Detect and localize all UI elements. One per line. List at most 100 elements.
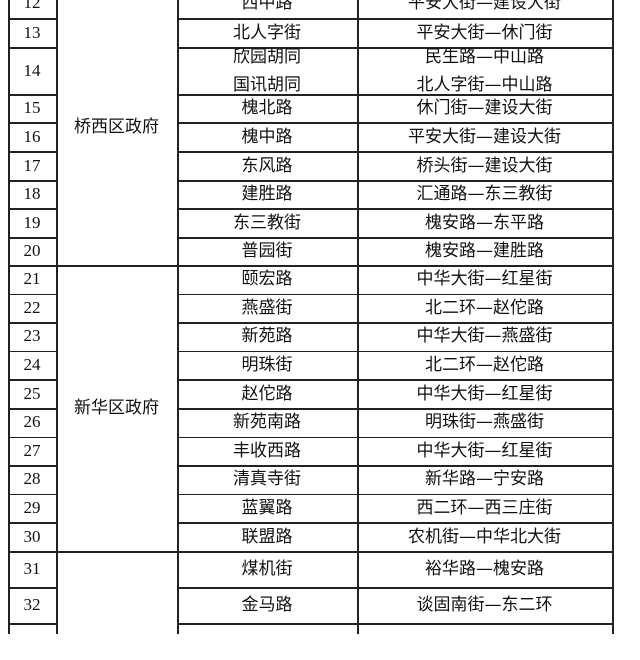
row-divider [177, 551, 612, 553]
row-divider [8, 293, 56, 296]
road-range: 新华路—宁安路 [357, 465, 612, 494]
road-name-line: 槐北路 [241, 98, 293, 118]
road-range: 中华大街—燕盛街 [357, 322, 612, 351]
row-divider [8, 436, 56, 439]
road-range-line: 槐安路—东平路 [425, 212, 544, 233]
road-name: 东风路 [177, 151, 357, 180]
row-divider [177, 379, 612, 381]
road-name-line: 明珠街 [241, 355, 293, 376]
road-range: 槐安路—东平路 [357, 208, 612, 237]
road-range-line: 汇通路—东三教街 [416, 184, 553, 204]
road-range-line: 西二环—西三庄街 [416, 498, 553, 519]
road-name-line: 赵佗路 [241, 383, 293, 404]
road-name-line: 丰收西路 [233, 440, 301, 461]
group-divider [56, 265, 177, 267]
road-name-line: 槐中路 [241, 126, 293, 147]
road-range: 平安大街—休门街 [357, 18, 612, 47]
road-range-line: 中华大街—红星街 [416, 383, 553, 404]
row-divider [177, 237, 612, 239]
row-number: 30 [23, 526, 41, 546]
road-name-line: 蓝翼路 [241, 498, 293, 519]
row-number: 32 [23, 595, 41, 614]
row-divider [177, 322, 612, 324]
row-divider [8, 151, 56, 153]
road-range: 平安大街—建设大街 [357, 122, 612, 151]
road-range-line: 北二环—赵佗路 [425, 355, 544, 376]
row-number: 26 [23, 412, 41, 432]
row-number: 27 [23, 440, 41, 460]
road-name-line: 新苑路 [241, 326, 293, 347]
row-divider [177, 436, 612, 439]
row-divider [8, 408, 56, 410]
road-name: 明珠街 [177, 351, 357, 380]
row-number: 22 [23, 297, 41, 317]
road-range: 平安大街—建设大街 [357, 0, 612, 18]
road-name: 西中路 [177, 0, 357, 18]
row-divider [8, 322, 56, 324]
row-divider [177, 18, 612, 20]
road-name-line: 国讯胡同 [233, 74, 301, 95]
row-divider [8, 237, 56, 239]
row-number: 21 [23, 269, 41, 289]
row-number: 14 [23, 60, 41, 80]
row-divider [8, 551, 56, 553]
row-divider [8, 587, 56, 589]
road-name-line: 新苑南路 [233, 412, 301, 433]
row-divider [177, 465, 612, 467]
row-divider [177, 265, 612, 267]
road-range: 槐安路—建胜路 [357, 237, 612, 265]
road-range-line: 裕华路—槐安路 [425, 559, 544, 579]
row-divider [8, 180, 56, 182]
row-divider [177, 180, 612, 182]
road-range: 北二环—赵佗路 [357, 351, 612, 380]
row-divider [8, 208, 56, 210]
row-divider [177, 623, 612, 625]
column-divider [612, 0, 614, 634]
road-range-line: 农机街—中华北大街 [408, 526, 561, 547]
row-number: 12 [23, 0, 41, 12]
road-range: 西二环—西三庄街 [357, 494, 612, 523]
road-name: 欣园胡同 国讯胡同 [177, 47, 357, 95]
column-divider [8, 0, 10, 634]
road-range: 北二环—赵佗路 [357, 294, 612, 323]
road-range-line: 谈固南街—东二环 [416, 595, 553, 615]
group-divider [56, 551, 177, 553]
road-range-line: 槐安路—建胜路 [425, 241, 544, 261]
column-divider [177, 0, 179, 634]
row-divider [177, 587, 612, 589]
row-number: 31 [23, 559, 41, 578]
row-divider [8, 350, 56, 353]
road-range: 民生路—中山路 北人字街—中山路 [357, 47, 612, 95]
row-number: 19 [23, 212, 41, 232]
row-number: 29 [23, 498, 41, 518]
row-number: 25 [23, 383, 41, 403]
road-range-line: 民生路—中山路 [425, 46, 544, 67]
road-range-line: 平安大街—休门街 [416, 22, 553, 43]
road-range-line: 新华路—宁安路 [425, 469, 544, 490]
road-range-line: 休门街—建设大街 [416, 98, 553, 118]
row-number: 24 [23, 355, 41, 375]
road-name-line: 金马路 [241, 595, 293, 615]
road-name-line: 煤机街 [241, 559, 293, 579]
road-name: 清真寺街 [177, 465, 357, 494]
row-number: 18 [23, 184, 41, 203]
road-name: 北人字街 [177, 18, 357, 47]
row-divider [177, 522, 612, 524]
road-name-line: 清真寺街 [233, 469, 301, 490]
row-divider [177, 47, 612, 49]
road-range-line: 平安大街—建设大街 [408, 0, 561, 13]
road-range-line: 北人字街—中山路 [416, 74, 553, 95]
road-range-line: 明珠街—燕盛街 [425, 412, 544, 433]
district-name: 新华区政府 [74, 398, 159, 418]
road-name-line: 东风路 [241, 155, 293, 176]
road-name: 煤机街 [177, 551, 357, 587]
road-range: 农机街—中华北大街 [357, 522, 612, 551]
road-range-line: 中华大街—燕盛街 [416, 326, 553, 347]
road-name: 东三教街 [177, 208, 357, 237]
road-name: 赵佗路 [177, 379, 357, 408]
district-name [56, 551, 177, 660]
column-divider [357, 0, 359, 634]
row-divider [177, 493, 612, 496]
row-divider [8, 623, 56, 625]
road-name: 建胜路 [177, 180, 357, 208]
